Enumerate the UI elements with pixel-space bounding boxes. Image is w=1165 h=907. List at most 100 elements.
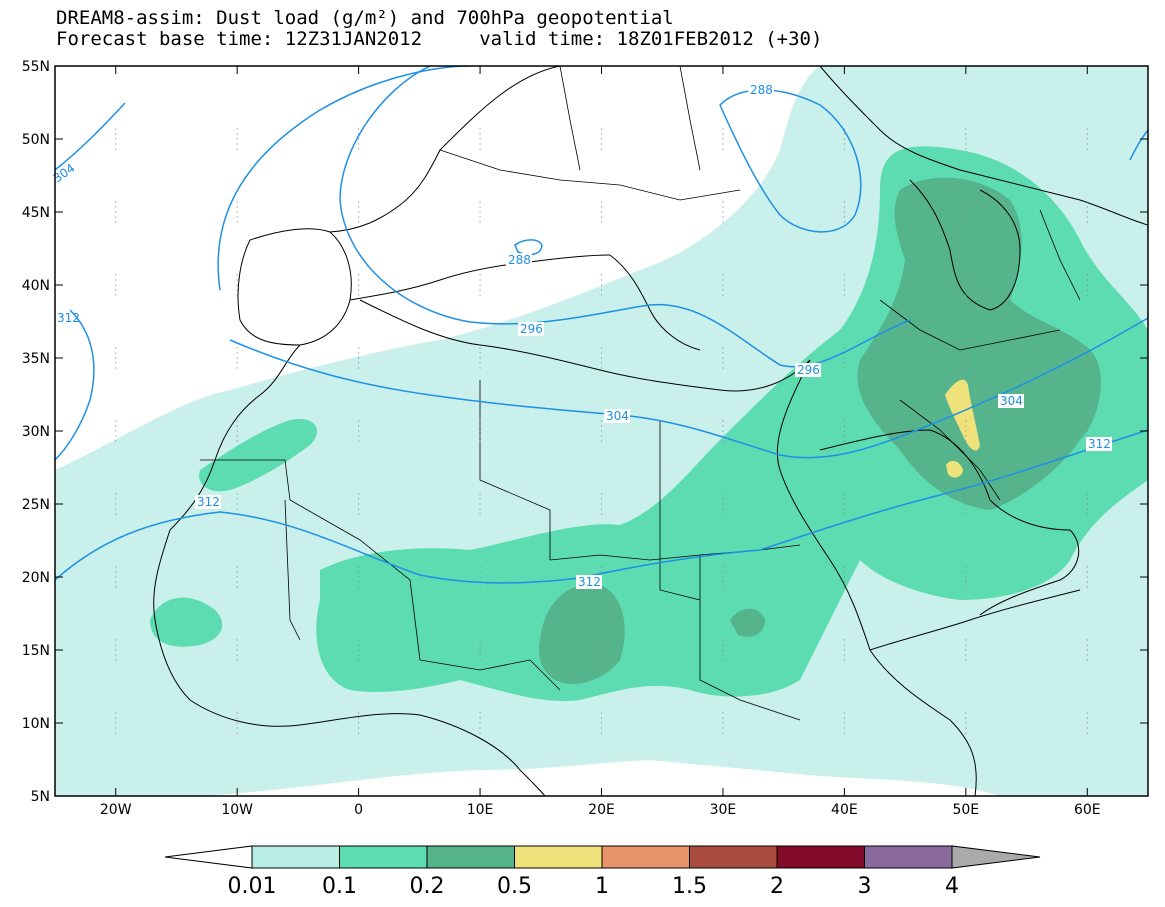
grid-dot [843,581,845,583]
grid-dot [965,221,967,223]
grid-dot [722,566,724,568]
grid-dot [965,128,967,130]
grid-dot [479,357,481,359]
grid-dot [358,211,360,213]
contour-label: 288 [750,83,773,97]
grid-dot [236,581,238,583]
grid-dot [722,221,724,223]
grid-dot [843,425,845,427]
map-title: DREAM8-assim: Dust load (g/m²) and 700hP… [56,7,674,29]
contour-label: 312 [57,311,80,325]
grid-dot [843,274,845,276]
lat-tick-label: 5N [31,789,50,805]
grid-dot [1086,138,1088,140]
grid-dot [115,659,117,661]
grid-dot [479,367,481,369]
grid-dot [722,727,724,729]
grid-dot [115,649,117,651]
grid-dot [965,201,967,203]
grid-dot [358,498,360,500]
grid-dot [843,294,845,296]
grid-dot [358,367,360,369]
grid-dot [115,644,117,646]
grid-dot [722,576,724,578]
colorbar-label: 0.2 [410,874,445,899]
grid-dot [236,294,238,296]
lat-tick-label: 40N [22,278,50,294]
colorbar-label: 0.5 [497,874,532,899]
grid-dot [115,133,117,135]
grid-dot [115,143,117,145]
grid-dot [479,430,481,432]
grid-dot [479,143,481,145]
grid-dot [479,659,481,661]
grid-dot [965,294,967,296]
dust-level4-gulf [946,460,963,478]
grid-dot [600,654,603,656]
grid-dot [115,274,117,276]
grid-dot [843,498,845,500]
grid-dot [843,732,845,734]
grid-dot [479,221,481,223]
grid-dot [843,513,845,515]
grid-dot [115,435,117,437]
grid-dot [479,493,481,495]
grid-dot [115,201,117,203]
grid-dot [479,284,481,286]
grid-dot [236,659,238,661]
colorbar-label: 4 [945,874,959,899]
grid-dot [236,128,238,130]
grid-dot [236,133,238,135]
grid-dot [115,289,117,291]
grid-dot [358,644,360,646]
grid-dot [843,654,845,656]
grid-dot [358,294,360,296]
grid-dot [722,498,724,500]
grid-dot [479,420,481,422]
grid-dot [1086,581,1088,583]
grid-dot [722,201,724,203]
grid-dot [600,420,603,422]
grid-dot [722,347,724,349]
grid-dot [600,712,603,714]
grid-dot [479,211,481,213]
grid-dot [479,435,481,437]
colorbar-swatch [251,845,340,869]
grid-dot [722,133,724,135]
grid-dot [358,576,360,578]
grid-dot [115,508,117,510]
grid-dot [1086,201,1088,203]
lat-tick-label: 15N [22,643,50,659]
grid-dot [722,274,724,276]
contour-label: 288 [508,253,531,267]
latitude-axis: 55N 50N 45N 40N 35N 30N 25N 20N 15N 10N 5N [22,59,1148,805]
grid-dot [1086,654,1088,656]
grid-dot [479,138,481,140]
grid-dot [843,279,845,281]
grid-dot [722,581,724,583]
grid-dot [236,498,238,500]
grid-dot [236,425,238,427]
contour-296-main [229,317,1148,459]
grid-dot [358,581,360,583]
grid-dot [600,430,603,432]
lat-tick-label: 25N [22,497,50,513]
grid-dot [843,576,845,578]
grid-dot [965,576,967,578]
grid-dot [843,649,845,651]
grid-dot [358,566,360,568]
grid-dot [600,727,603,729]
grid-dot [479,133,481,135]
grid-dot [1086,649,1088,651]
grid-dot [236,722,238,724]
grid-dot [722,367,724,369]
grid-dot [358,717,360,719]
grid-dot [722,722,724,724]
grid-dot [479,654,481,656]
grid-dot [965,347,967,349]
grid-dot [843,362,845,364]
grid-dot [479,571,481,573]
grid-dot [722,362,724,364]
grid-dot [115,498,117,500]
grid-dot [600,722,603,724]
